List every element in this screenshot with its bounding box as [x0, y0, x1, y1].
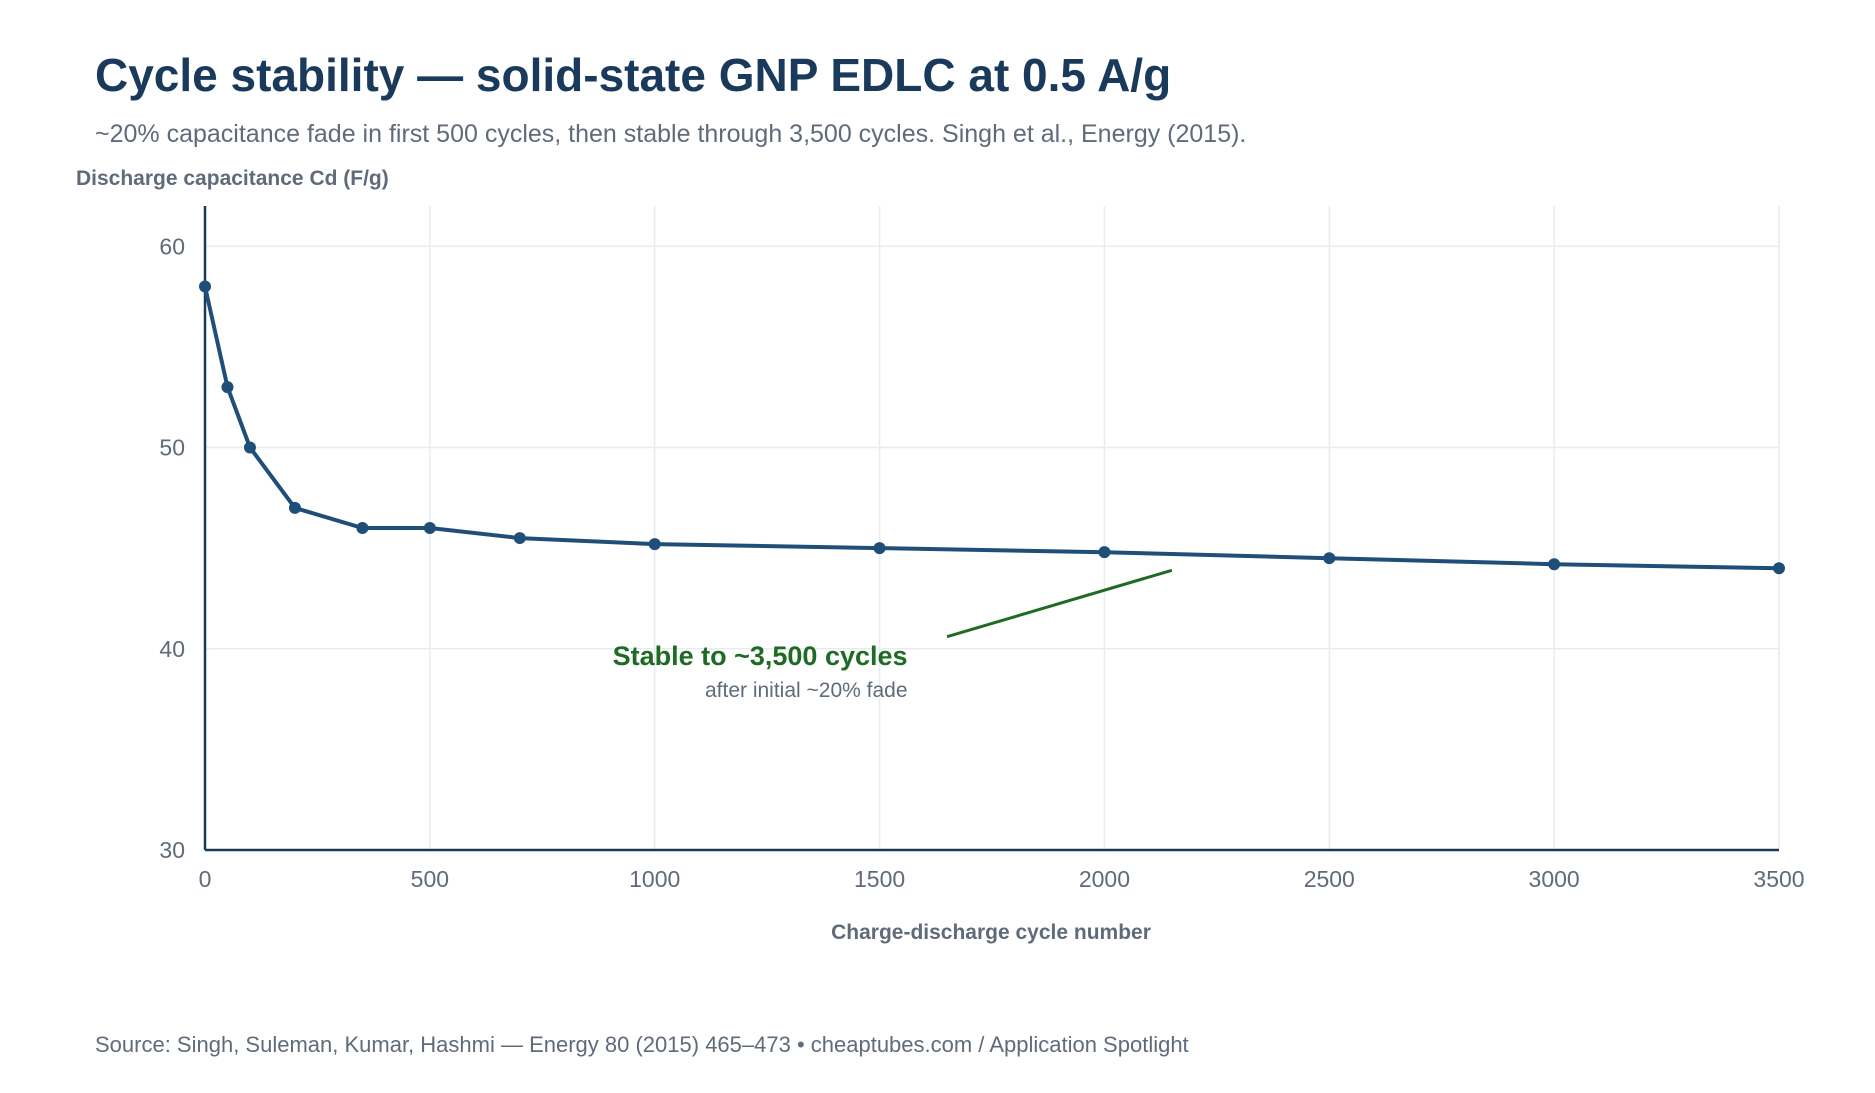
x-tick-label: 2000 [1079, 866, 1130, 892]
y-tick-label: 30 [159, 837, 185, 863]
data-point [873, 542, 886, 555]
series-layer [199, 280, 1785, 575]
x-tick-label: 3000 [1529, 866, 1580, 892]
axes [203, 206, 1779, 852]
source-note: Source: Singh, Suleman, Kumar, Hashmi — … [95, 1032, 1189, 1057]
data-point [423, 522, 436, 534]
data-point [221, 381, 234, 394]
data-point [288, 501, 301, 514]
data-point [513, 532, 526, 545]
data-point [356, 522, 369, 534]
y-axis-title: Discharge capacitance Cd (F/g) [76, 167, 389, 190]
x-tick-label: 1500 [854, 866, 905, 892]
chart-subtitle: ~20% capacitance fade in first 500 cycle… [95, 120, 1247, 148]
tick-labels: 30 40 50 60 0 500 1000 1500 2000 2500 3000 3500 [159, 233, 1804, 892]
data-point [648, 538, 661, 551]
x-tick-label: 3500 [1753, 866, 1804, 892]
series-line [203, 284, 1781, 571]
y-tick-label: 40 [159, 636, 185, 662]
y-tick-label: 60 [159, 233, 185, 259]
x-axis-title: Charge-discharge cycle number [831, 921, 1151, 944]
data-point [1323, 552, 1336, 565]
x-tick-label: 2500 [1304, 866, 1355, 892]
chart-title: Cycle stability — solid-state GNP EDLC a… [95, 49, 1172, 101]
data-point [1773, 562, 1785, 575]
y-tick-label: 50 [159, 435, 185, 461]
data-point [1548, 558, 1561, 571]
x-tick-label: 0 [199, 866, 212, 892]
x-tick-label: 1000 [629, 866, 680, 892]
data-point [199, 280, 211, 293]
annotation-text: Stable to ~3,500 cycles [613, 641, 908, 671]
annotation-layer: Stable to ~3,500 cycles after initial ~20… [613, 568, 1173, 702]
data-point [243, 441, 256, 454]
x-tick-label: 500 [411, 866, 449, 892]
annotation-leader-line [946, 568, 1173, 639]
annotation-subtext: after initial ~20% fade [705, 679, 908, 702]
data-point [1098, 546, 1111, 559]
